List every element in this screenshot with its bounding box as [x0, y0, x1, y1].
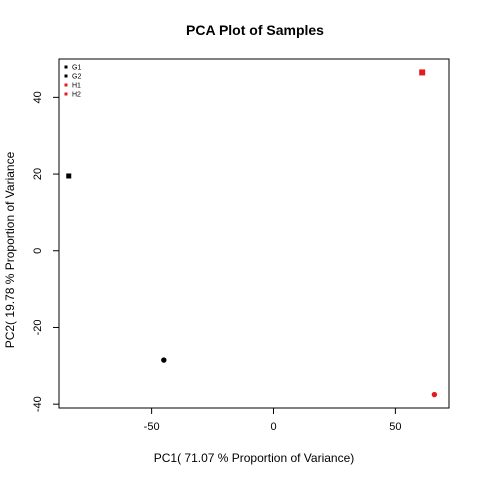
y-tick-label-2: 0 [32, 248, 44, 254]
y-tick-label-0: -40 [32, 396, 44, 412]
legend-item-g1-label: G1 [72, 65, 81, 72]
point-g2-0 [161, 357, 167, 363]
y-axis-label: PC2( 19.78 % Proportion of Variance [3, 151, 17, 348]
legend-item-h1-label: H1 [72, 83, 81, 90]
y-tick-label-4: 40 [32, 91, 44, 103]
legend-item-g2-label: G2 [72, 74, 81, 81]
point-h2-0 [431, 391, 438, 398]
y-tick-label-3: 20 [32, 168, 44, 180]
y-tick-label-1: -20 [32, 320, 44, 336]
point-g1-0 [66, 173, 72, 179]
data-points [66, 69, 438, 398]
legend-item-g1-marker [64, 65, 68, 69]
chart-title: PCA Plot of Samples [186, 22, 324, 38]
x-axis-label: PC1( 71.07 % Proportion of Variance) [154, 451, 355, 465]
legend-item-g2-marker [64, 74, 68, 78]
y-axis: -40 -20 0 20 40 [32, 91, 59, 412]
plot-frame [58, 58, 450, 409]
legend-item-h1-marker [64, 83, 68, 87]
x-axis: -50 0 50 [144, 408, 402, 433]
x-tick-label-0: -50 [144, 421, 160, 433]
x-tick-label-1: 0 [270, 421, 276, 433]
legend: G1 G2 H1 H2 [64, 65, 81, 99]
legend-item-h2-label: H2 [72, 92, 81, 99]
point-h1-0 [419, 69, 426, 76]
x-tick-label-2: 50 [389, 421, 401, 433]
legend-item-h2-marker [64, 92, 68, 96]
